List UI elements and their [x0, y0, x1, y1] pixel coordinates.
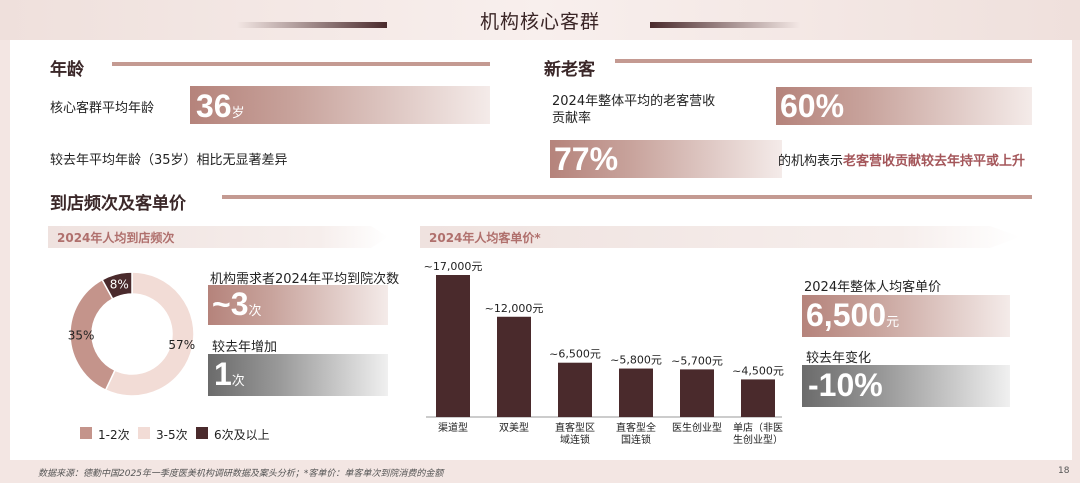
legend-label-3: 6次及以上 — [214, 428, 270, 442]
bar-value-label-6: ~4,500元 — [732, 364, 784, 377]
legend-label-2: 3-5次 — [156, 428, 188, 442]
freq-increase-value: 1 — [214, 356, 232, 392]
price-change-label: 较去年变化 — [806, 351, 872, 366]
price-overall-value: 6,500 — [806, 297, 887, 333]
legend-swatch-2 — [138, 427, 150, 439]
contribution-label-2: 贡献率 — [552, 111, 592, 126]
legend-swatch-3 — [196, 427, 208, 439]
price-overall-unit: 元 — [886, 314, 900, 329]
contribution-bar — [776, 87, 1032, 125]
bar-category-label-6-2: 生创业型） — [733, 433, 783, 446]
bar-category-label-2-1: 双美型 — [499, 421, 529, 434]
share-text-highlight: 老客营收贡献较去年持平或上升 — [843, 154, 1026, 169]
freq-need-bar — [208, 285, 388, 325]
bar-value-label-3: ~6,500元 — [549, 348, 601, 361]
age-section-title: 年龄 — [50, 60, 84, 80]
bar-1 — [436, 275, 470, 417]
bar-category-label-3-1: 直客型区 — [555, 421, 595, 434]
bar-4 — [619, 368, 653, 417]
page-number: 18 — [1058, 466, 1070, 476]
age-avg-bar — [190, 86, 490, 124]
bar-value-label-1: ~17,000元 — [424, 260, 483, 273]
donut-label-1: 35% — [68, 329, 95, 343]
bar-category-label-1-1: 渠道型 — [438, 421, 468, 434]
freq-subhead-label: 2024年人均到店频次 — [57, 231, 175, 245]
price-overall-bar — [802, 295, 1010, 337]
visit-frequency-donut: 57% 35% 8% — [68, 271, 195, 397]
age-avg-value-wrap: 36岁 — [196, 88, 245, 125]
source-footnote: 数据来源：德勤中国2025年一季度医美机构调研数据及案头分析；*客单价：单客单次… — [38, 469, 444, 479]
bar-3 — [558, 362, 592, 417]
price-overall-label: 2024年整体人均客单价 — [804, 280, 942, 295]
bar-category-label-4-2: 国连锁 — [621, 433, 651, 446]
bar-category-label-6-1: 单店（非医 — [733, 421, 783, 434]
freq-need-value: ~3 — [212, 286, 249, 322]
new-old-section-title: 新老客 — [544, 60, 595, 80]
age-avg-unit: 岁 — [231, 105, 245, 120]
freq-increase-label: 较去年增加 — [212, 340, 278, 355]
freq-subhead: 2024年人均到店频次 — [48, 226, 388, 248]
bar-value-label-2: ~12,000元 — [485, 302, 544, 315]
price-change-bar — [802, 365, 1010, 407]
age-compare-text: 较去年平均年龄（35岁）相比无显著差异 — [50, 153, 288, 168]
visits-price-section-title: 到店频次及客单价 — [50, 194, 186, 214]
legend-label-1: 1-2次 — [98, 428, 130, 442]
bar-category-label-5-1: 医生创业型 — [672, 421, 722, 434]
share-text: 的机构表示老客营收贡献较去年持平或上升 — [778, 150, 1025, 169]
price-subhead: 2024年人均客单价* — [420, 226, 1020, 248]
freq-need-label: 机构需求者2024年平均到院次数 — [210, 272, 400, 287]
age-avg-value: 36 — [196, 88, 232, 124]
page-title: 机构核心客群 — [479, 11, 600, 33]
new-old-section-rule — [615, 59, 1032, 63]
bar-category-label-4-1: 直客型全 — [616, 421, 656, 434]
share-bar — [550, 140, 782, 178]
donut-label-2: 57% — [168, 338, 195, 352]
bar-value-label-4: ~5,800元 — [610, 354, 662, 367]
freq-increase-wrap: 1次 — [214, 356, 245, 393]
freq-increase-bar — [208, 354, 388, 396]
age-avg-label: 核心客群平均年龄 — [50, 101, 155, 116]
price-overall-wrap: 6,500元 — [806, 297, 899, 334]
age-section-rule — [112, 62, 490, 66]
title-banner: 机构核心客群 — [0, 0, 1080, 40]
donut-slice-2 — [104, 271, 195, 397]
banner-line-right — [650, 22, 800, 28]
price-subhead-label: 2024年人均客单价* — [429, 231, 541, 245]
banner-line-left — [237, 22, 387, 28]
visits-price-section-rule — [222, 195, 1032, 199]
freq-need-unit: 次 — [248, 303, 262, 318]
bar-5 — [680, 369, 714, 417]
freq-need-wrap: ~3次 — [212, 286, 262, 323]
share-value: 77% — [554, 141, 619, 177]
freq-increase-unit: 次 — [231, 373, 245, 388]
bar-value-label-5: ~5,700元 — [671, 354, 723, 367]
price-change-value: -10% — [808, 367, 883, 403]
bar-category-label-3-2: 域连锁 — [560, 433, 590, 446]
donut-slice-3 — [101, 271, 133, 300]
bar-6 — [741, 379, 775, 417]
share-text-prefix: 的机构表示 — [778, 154, 844, 169]
legend-swatch-1 — [80, 427, 92, 439]
contribution-label-1: 2024年整体平均的老客营收 — [552, 94, 716, 109]
donut-label-3: 8% — [110, 278, 129, 292]
contribution-value: 60% — [780, 88, 845, 124]
bar-2 — [497, 316, 531, 417]
